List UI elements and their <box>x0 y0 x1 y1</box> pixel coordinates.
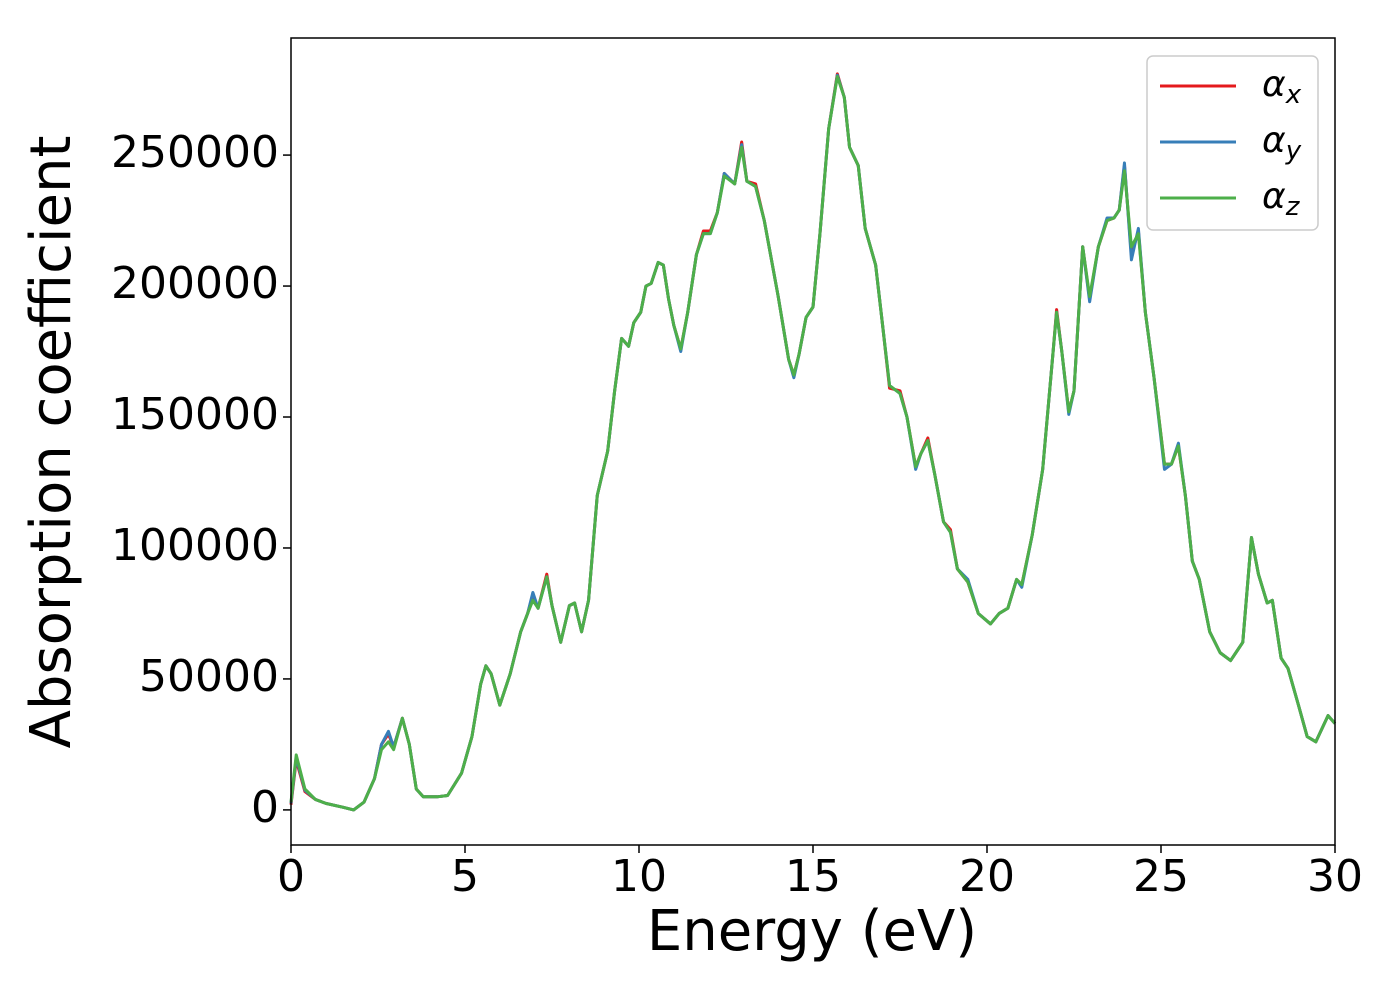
y-tick-label: 0 <box>251 782 279 833</box>
x-tick-label: 30 <box>1307 851 1363 902</box>
legend-label: αz <box>1262 176 1301 222</box>
y-tick-label: 250000 <box>111 127 279 178</box>
y-tick-label: 50000 <box>139 651 279 702</box>
x-tick-label: 25 <box>1133 851 1189 902</box>
x-tick-label: 10 <box>611 851 667 902</box>
series-line <box>289 75 1337 812</box>
x-axis-label: Energy (eV) <box>647 899 977 964</box>
y-tick-label: 100000 <box>111 520 279 571</box>
x-tick-label: 20 <box>959 851 1015 902</box>
y-axis-label: Absorption coefficient <box>19 136 84 749</box>
plot-frame <box>290 37 1336 846</box>
x-tick-label: 5 <box>451 851 479 902</box>
x-tick-label: 0 <box>277 851 305 902</box>
legend-label: αy <box>1262 120 1302 166</box>
x-tick-label: 15 <box>785 851 841 902</box>
y-tick-label: 150000 <box>111 389 279 440</box>
legend-label: αx <box>1262 64 1302 110</box>
y-tick-label: 200000 <box>111 258 279 309</box>
